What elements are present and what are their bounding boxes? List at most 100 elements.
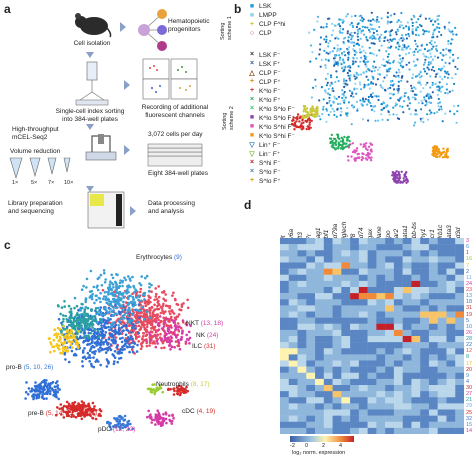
heatmap-cell: [280, 293, 289, 300]
heatmap-cell: [341, 421, 351, 429]
scatter-point: [384, 30, 387, 34]
heatmap-cell: [420, 360, 430, 367]
scatter-point: [137, 303, 141, 306]
high-throughput-label: High-throughput mCEL-Seq2: [12, 126, 59, 141]
heatmap-cell: [280, 317, 289, 324]
scatter-point: [129, 285, 132, 289]
heatmap-cell: [437, 238, 447, 245]
scatter-point: [379, 37, 382, 40]
scatter-point: [123, 414, 127, 418]
scatter-point: [88, 404, 91, 408]
scatter-point: [69, 332, 73, 335]
heatmap-cell: [306, 311, 316, 318]
scatter-point: [95, 286, 99, 289]
scatter-point: [102, 307, 106, 310]
scatter-point: [186, 337, 189, 341]
heatmap-cell: [350, 268, 360, 275]
scatter-point: [362, 143, 366, 146]
scatter-point: [113, 360, 116, 363]
scatter-point: [112, 286, 115, 289]
scatter-point: [73, 315, 77, 319]
heatmap-cell: [402, 274, 412, 282]
scatter-point: [420, 13, 423, 16]
scatter-point: [145, 341, 148, 345]
scatter-point: [382, 107, 385, 110]
heatmap-cell: [323, 244, 333, 251]
scatter-point: [56, 384, 60, 387]
heatmap-cell: [332, 293, 342, 300]
scatter-point: [394, 31, 398, 34]
heatmap-cell: [393, 305, 403, 312]
scatter-point: [159, 338, 163, 342]
scatter-point: [110, 292, 113, 295]
scatter-point: [150, 421, 153, 424]
heatmap-cell: [385, 238, 395, 245]
scatter-point: [346, 114, 349, 117]
scatter-point: [134, 289, 138, 293]
scatter-point: [398, 26, 401, 29]
scatter-point: [131, 350, 135, 354]
scatter-point: [370, 11, 373, 14]
heatmap-cell: [367, 372, 377, 380]
scatter-point: [452, 33, 455, 36]
scatter-point: [170, 339, 173, 343]
scatter-point: [324, 91, 328, 94]
heatmap-cell: [358, 342, 368, 349]
scatter-point: [107, 293, 110, 296]
heatmap-cell: [385, 354, 395, 361]
scatter-point: [400, 79, 403, 82]
heatmap-cell: [280, 238, 289, 245]
scatter-point: [83, 415, 86, 418]
scatter-point: [407, 45, 410, 48]
scatter-point: [431, 33, 435, 36]
scatter-point: [118, 290, 122, 294]
scatter-point: [348, 139, 351, 143]
heatmap-cell: [280, 336, 289, 343]
scatter-point: [393, 12, 396, 16]
scatter-point: [342, 78, 346, 81]
heatmap-cell: [306, 299, 316, 306]
heatmap-cell: [332, 385, 342, 392]
scatter-point: [307, 125, 310, 128]
scatter-point: [407, 28, 410, 31]
scatter-point: [92, 365, 96, 369]
scatter-point: [330, 34, 334, 37]
scatter-point: [331, 87, 334, 90]
scatter-point: [405, 53, 408, 56]
heatmap-cell: [402, 238, 412, 245]
heatmap-cell: [446, 409, 456, 416]
scatter-point: [316, 109, 319, 113]
heatmap-cell: [393, 256, 403, 263]
scatter-point: [397, 89, 400, 92]
scatter-point: [121, 308, 124, 312]
scatter-point: [448, 56, 452, 59]
scatter-point: [99, 306, 103, 309]
heatmap-cell: [350, 372, 360, 380]
cluster-label: 13: [466, 293, 473, 300]
scatter-point: [365, 158, 369, 161]
heatmap-cell: [367, 415, 377, 422]
heatmap-cell: [341, 378, 351, 386]
scatter-point: [171, 413, 174, 417]
cells-per-day-label: 3,072 cells per day: [148, 131, 203, 138]
scatter-point: [366, 39, 369, 42]
scatter-point: [342, 94, 345, 97]
heatmap-cell: [297, 305, 307, 312]
scatter-point: [314, 78, 317, 81]
heatmap-cell: [393, 415, 403, 422]
heatmap-cell: [350, 360, 360, 367]
panel-a-letter: a: [4, 2, 11, 16]
heatmap-cell: [297, 360, 307, 367]
scatter-point: [114, 336, 118, 339]
scatter-point: [443, 27, 446, 30]
scatter-point: [58, 407, 61, 411]
scatter-point: [387, 110, 390, 114]
scatter-point: [144, 330, 148, 334]
scatter-point: [145, 314, 149, 318]
heatmap-cell: [420, 323, 430, 331]
scatter-point: [137, 340, 140, 343]
heatmap-cell: [350, 378, 360, 386]
cluster-label: 3: [466, 238, 470, 244]
scatter-point: [304, 110, 308, 113]
scatter-point: [309, 60, 312, 63]
